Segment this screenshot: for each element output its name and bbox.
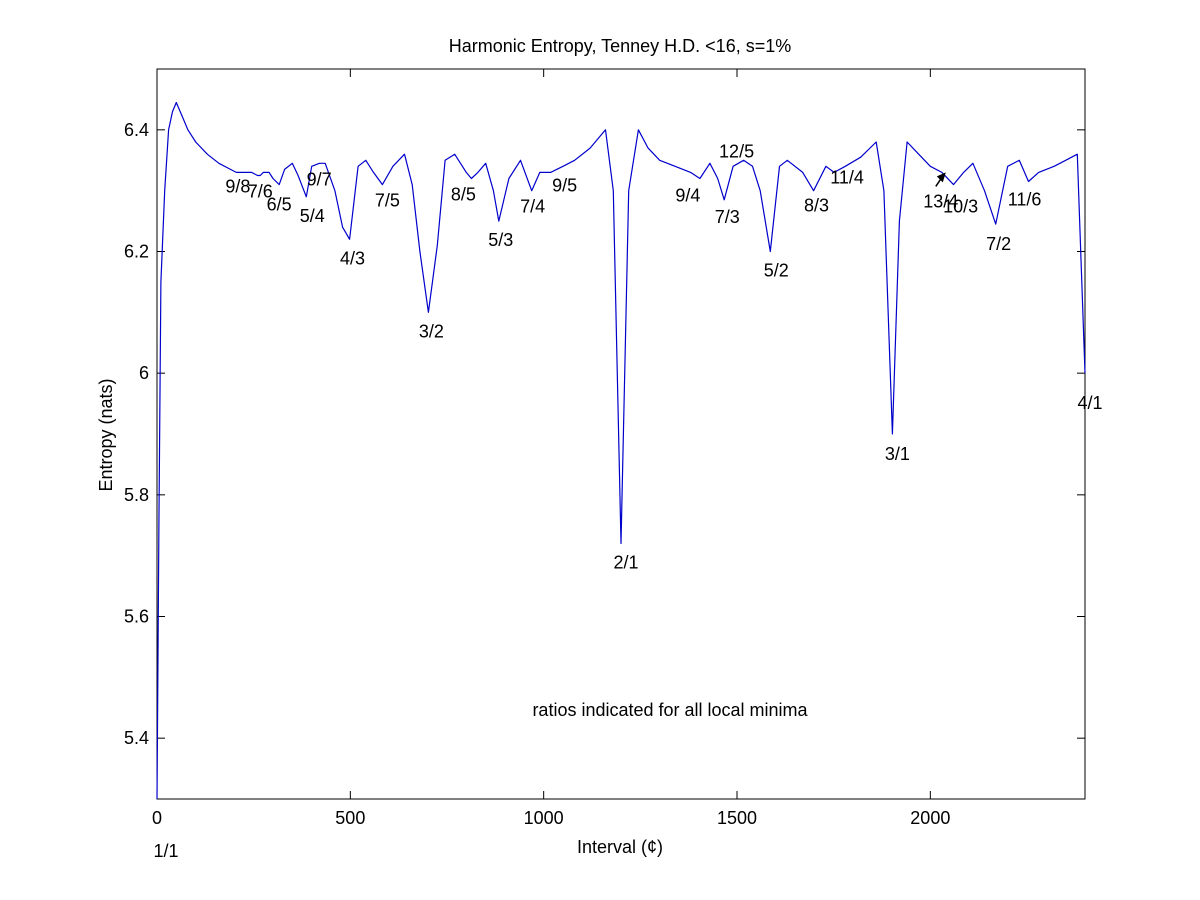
ratio-label: 7/6 xyxy=(248,181,273,201)
ratio-label: 2/1 xyxy=(613,553,638,573)
ratio-label: 9/5 xyxy=(552,175,577,195)
chart-title: Harmonic Entropy, Tenney H.D. <16, s=1% xyxy=(449,36,792,56)
x-tick-label: 1000 xyxy=(524,808,564,828)
ratio-label: 7/3 xyxy=(715,207,740,227)
x-tick-label: 0 xyxy=(152,808,162,828)
ratio-label: 12/5 xyxy=(719,141,754,161)
ratio-label: 9/8 xyxy=(225,176,250,196)
ratio-label: 4/1 xyxy=(1077,393,1102,413)
y-tick-label: 6 xyxy=(139,363,149,383)
entropy-curve xyxy=(156,101,1086,800)
x-axis-label: Interval (¢) xyxy=(577,837,663,857)
ratio-label: 11/6 xyxy=(1008,190,1042,210)
ratio-label: 11/4 xyxy=(830,167,864,187)
ratio-label: 5/4 xyxy=(300,206,325,226)
y-tick-label: 5.4 xyxy=(124,728,149,748)
ratio-label: 13/4 xyxy=(923,191,958,211)
ratio-label: 7/2 xyxy=(986,234,1011,254)
ratio-label: 5/3 xyxy=(488,230,513,250)
ratio-label: 4/3 xyxy=(340,248,365,268)
ratio-label: 8/5 xyxy=(451,185,476,205)
x-tick-label: 2000 xyxy=(910,808,950,828)
x-tick-label: 500 xyxy=(335,808,365,828)
y-axis-label: Entropy (nats) xyxy=(96,378,116,491)
ratio-label: 6/5 xyxy=(267,195,292,215)
ratio-label: 1/1 xyxy=(153,841,178,861)
plot-area: 0 500 1000 1500 20005.45.65.866.26.41/19/87/… xyxy=(124,68,1103,861)
y-tick-label: 6.4 xyxy=(124,120,149,140)
ratio-label: 7/5 xyxy=(375,191,400,211)
arrow-13-4-head xyxy=(936,172,946,183)
minima-note: ratios indicated for all local minima xyxy=(532,700,808,720)
ratio-label: 9/7 xyxy=(307,169,332,189)
ratio-label: 10/3 xyxy=(943,197,978,217)
ratio-label: 8/3 xyxy=(804,196,829,216)
x-tick-label: 1500 xyxy=(717,808,757,828)
y-tick-label: 5.6 xyxy=(124,607,149,627)
ratio-label: 5/2 xyxy=(764,261,789,281)
ratio-label: 7/4 xyxy=(520,197,545,217)
y-tick-label: 5.8 xyxy=(124,485,149,505)
y-tick-label: 6.2 xyxy=(124,242,149,262)
ratio-label: 3/1 xyxy=(885,444,910,464)
axes-frame xyxy=(156,68,1086,800)
ratio-label: 3/2 xyxy=(419,321,444,341)
ratio-label: 9/4 xyxy=(675,186,700,206)
